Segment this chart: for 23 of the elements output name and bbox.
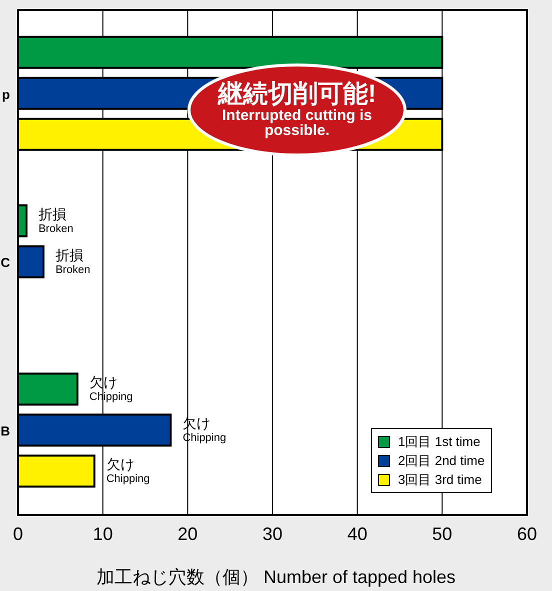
bar — [18, 454, 96, 488]
y-tick-label: C — [0, 255, 11, 270]
x-tick-label: 10 — [92, 524, 113, 544]
y-tick-label: B — [0, 423, 10, 438]
annotation: 継続切削可能! Interrupted cutting is possible. — [206, 80, 388, 139]
bar — [18, 372, 78, 406]
x-tick-label: 0 — [12, 524, 24, 544]
bar — [18, 204, 28, 238]
annotation: 折損 Broken — [55, 246, 90, 276]
x-tick-label: 60 — [516, 524, 538, 544]
legend-label: 3回目 3rd time — [398, 471, 482, 489]
x-tick-label: 20 — [178, 524, 198, 544]
annotation: 欠け Chipping — [106, 456, 150, 486]
bar — [18, 245, 44, 278]
y-tick-label: p — [2, 86, 10, 102]
legend-label: 1回目 1st time — [398, 433, 480, 451]
legend-label: 2回目 2nd time — [398, 452, 485, 470]
x-tick-label: 50 — [432, 524, 452, 544]
x-axis-title: 加工ねじ穴数（個） Number of tapped holes — [95, 566, 457, 589]
x-tick-label: 30 — [262, 524, 283, 544]
ellipse-badge: 継続切削可能! Interrupted cutting is possible. — [186, 62, 408, 158]
x-tick-label: 40 — [347, 524, 368, 544]
annotation: 折損 Broken — [38, 206, 74, 235]
